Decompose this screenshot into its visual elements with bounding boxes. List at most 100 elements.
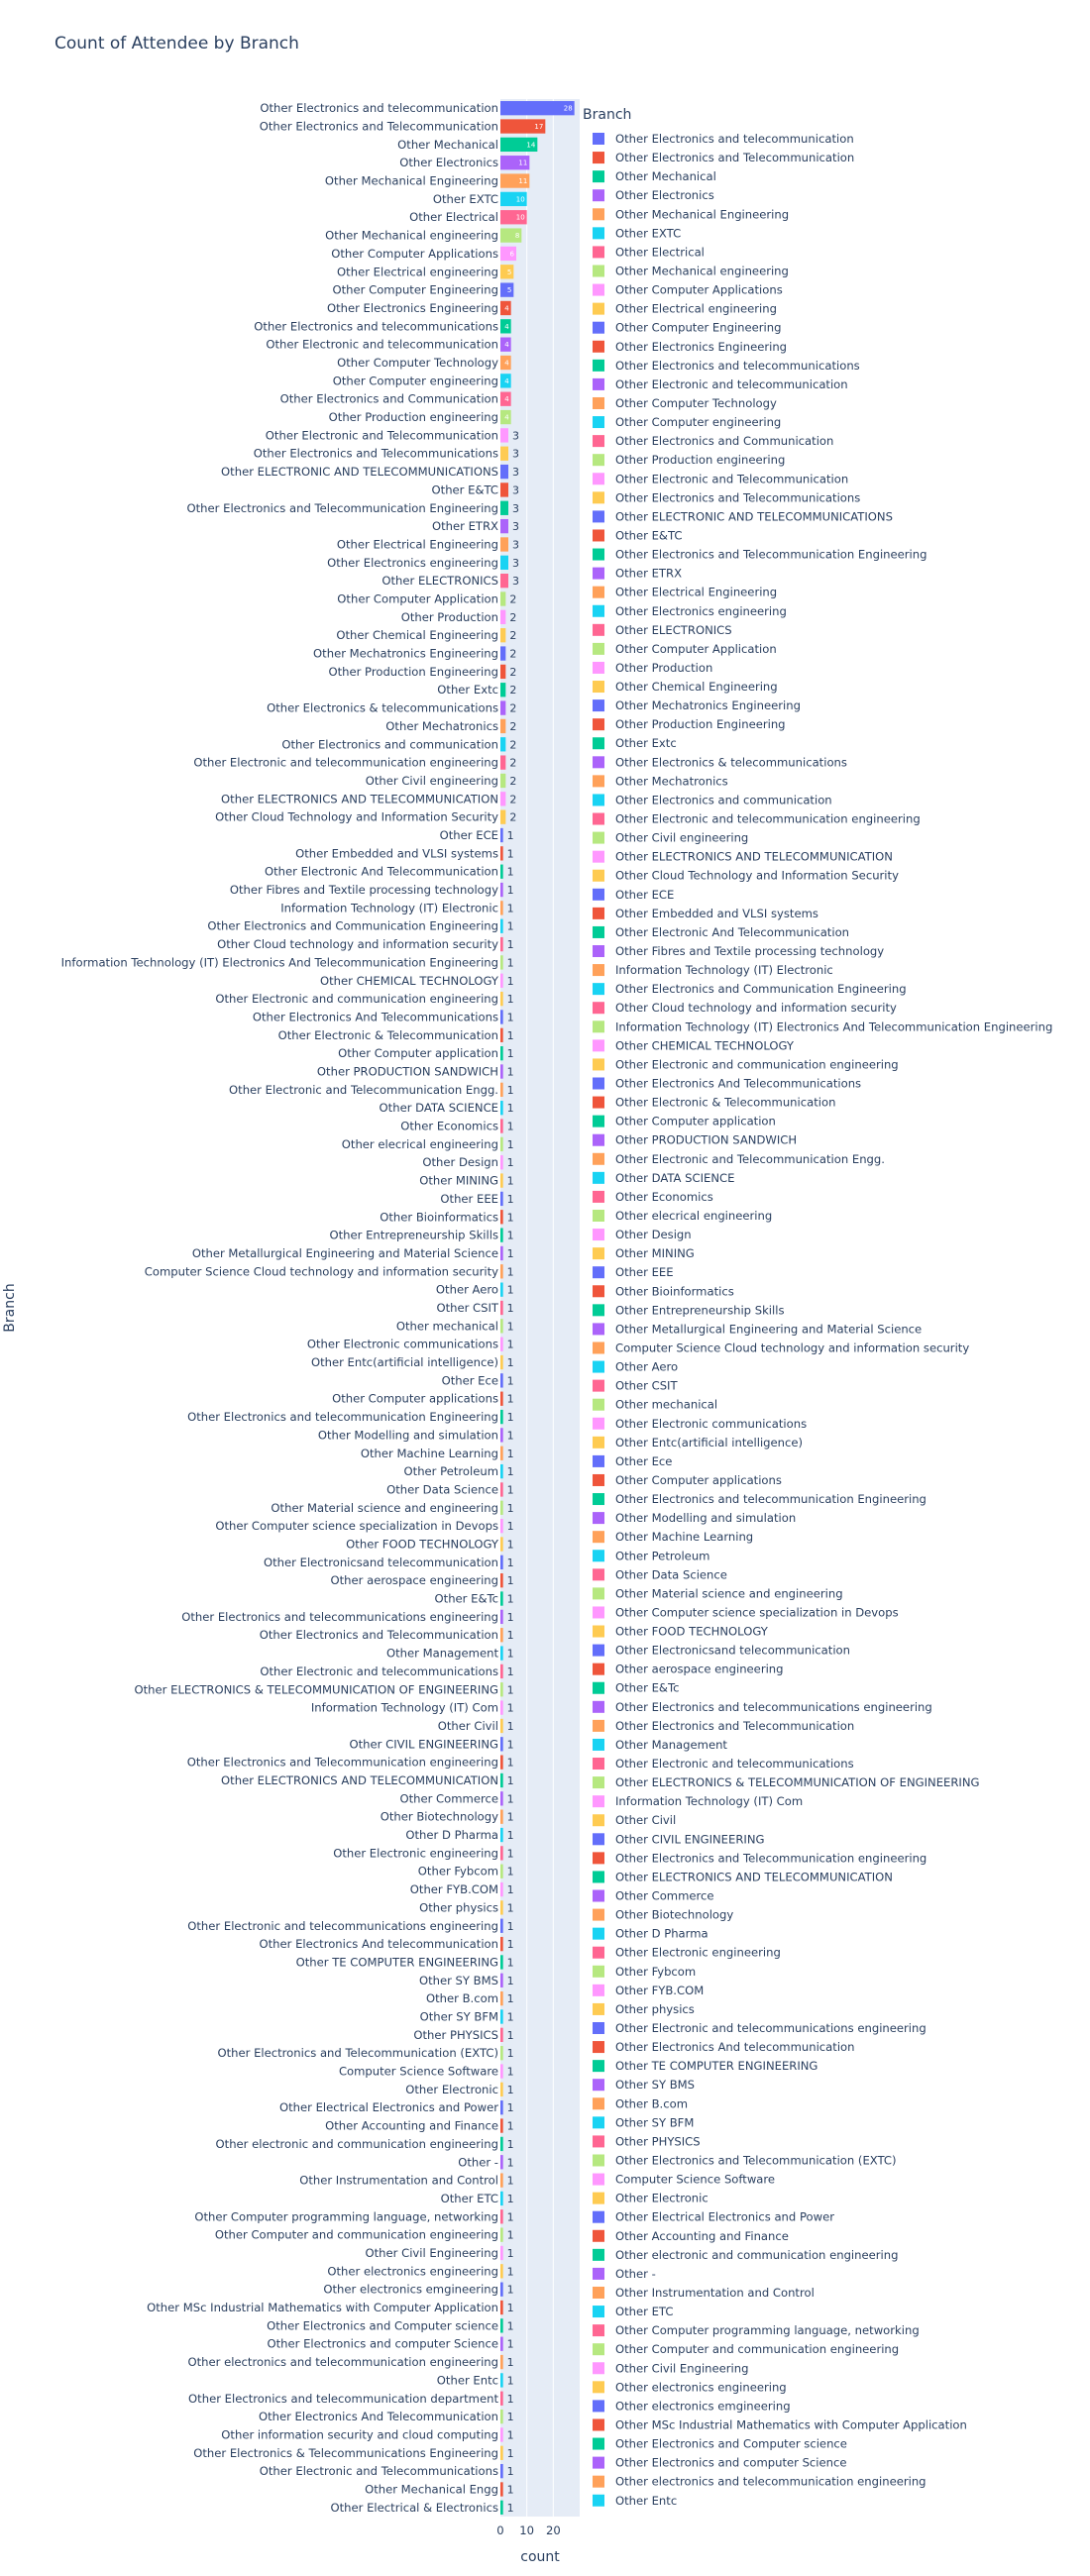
bar[interactable] <box>500 737 506 752</box>
bar[interactable] <box>500 2482 503 2497</box>
legend-item[interactable]: Other mechanical <box>593 1398 717 1412</box>
bar[interactable] <box>500 1319 503 1334</box>
legend-item[interactable]: Other Electrical Engineering <box>593 586 777 599</box>
legend-item[interactable]: Other Electrical Electronics and Power <box>593 2210 834 2224</box>
legend-item[interactable]: Other Material science and engineering <box>593 1586 843 1600</box>
bar[interactable] <box>500 282 514 297</box>
bar[interactable] <box>500 2118 503 2133</box>
bar[interactable] <box>500 918 503 933</box>
bar[interactable] <box>500 1064 503 1079</box>
bar[interactable] <box>500 1463 503 1479</box>
legend-item[interactable]: Other elecrical engineering <box>593 1209 772 1223</box>
bar[interactable] <box>500 2373 503 2388</box>
legend-item[interactable]: Other Entrepreneurship Skills <box>593 1303 785 1317</box>
bar[interactable] <box>500 1027 503 1042</box>
legend-item[interactable]: Other Computer applications <box>593 1473 782 1487</box>
bar[interactable] <box>500 2245 503 2261</box>
bar[interactable] <box>500 300 511 316</box>
bar[interactable] <box>500 1173 503 1188</box>
bar[interactable] <box>500 628 506 643</box>
bar[interactable] <box>500 2445 503 2460</box>
bar[interactable] <box>500 337 511 352</box>
legend-item[interactable]: Other electronics emgineering <box>593 2399 791 2413</box>
bar[interactable] <box>500 1354 503 1370</box>
legend-item[interactable]: Other Chemical Engineering <box>593 680 778 694</box>
bar[interactable] <box>500 119 546 134</box>
bar[interactable] <box>500 1809 503 1824</box>
bar[interactable] <box>500 1682 503 1697</box>
legend-item[interactable]: Other Electronic engineering <box>593 1946 781 1960</box>
bar[interactable] <box>500 1082 503 1098</box>
legend-item[interactable]: Other ELECTRONICS AND TELECOMMUNICATION <box>593 1870 893 1883</box>
legend-item[interactable]: Other Computer application <box>593 1115 776 1128</box>
legend-item[interactable]: Other Electronics and telecommunications <box>593 359 860 373</box>
legend-item[interactable]: Other Electronics and Telecommunications <box>593 490 860 504</box>
legend-item[interactable]: Other Production engineering <box>593 453 785 467</box>
legend-item[interactable]: Other ETC <box>593 2305 673 2318</box>
legend-item[interactable]: Other SY BMS <box>593 2078 695 2092</box>
legend-item[interactable]: Other Computer and communication enginee… <box>593 2342 899 2356</box>
legend-item[interactable]: Other D Pharma <box>593 1927 708 1941</box>
bar[interactable] <box>500 901 503 915</box>
legend-item[interactable]: Other Economics <box>593 1190 713 1204</box>
bar[interactable] <box>500 355 511 371</box>
legend-item[interactable]: Other B.com <box>593 2096 688 2110</box>
legend-item[interactable]: Other FYB.COM <box>593 1984 704 1997</box>
bar[interactable] <box>500 1573 503 1588</box>
bar[interactable] <box>500 2100 503 2115</box>
legend-item[interactable]: Other physics <box>593 2002 695 2016</box>
legend-item[interactable]: Other Extc <box>593 736 677 750</box>
legend-item[interactable]: Other Civil <box>593 1813 676 1827</box>
bar[interactable] <box>500 2354 503 2370</box>
bar[interactable] <box>500 2427 503 2442</box>
legend-item[interactable]: Other MINING <box>593 1246 695 1260</box>
legend-item[interactable]: Other Production <box>593 661 712 675</box>
bar[interactable] <box>500 137 538 153</box>
bar[interactable] <box>500 882 503 898</box>
legend-item[interactable]: Other aerospace engineering <box>593 1663 784 1676</box>
bar[interactable] <box>500 374 511 388</box>
bar[interactable] <box>500 1628 503 1643</box>
bar[interactable] <box>500 191 527 207</box>
legend-item[interactable]: Other Fybcom <box>593 1965 696 1979</box>
legend-item[interactable]: Other Electronics And telecommunication <box>593 2040 855 2054</box>
legend-item[interactable]: Other PHYSICS <box>593 2134 701 2148</box>
bar[interactable] <box>500 2173 503 2188</box>
legend-item[interactable]: Other Electronics and communication <box>593 793 832 806</box>
bar[interactable] <box>500 1136 503 1152</box>
legend-item[interactable]: Other Electronics and Telecommunication <box>593 151 854 164</box>
legend-item[interactable]: Other EXTC <box>593 226 681 240</box>
bar[interactable] <box>500 1119 503 1133</box>
bar[interactable] <box>500 792 506 806</box>
legend-item[interactable]: Other Electronics And Telecommunications <box>593 1077 861 1091</box>
legend-item[interactable]: Other ELECTRONICS <box>593 623 732 637</box>
legend-item[interactable]: Other Civil Engineering <box>593 2361 748 2375</box>
bar[interactable] <box>500 1046 503 1061</box>
bar[interactable] <box>500 1537 503 1552</box>
bar[interactable] <box>500 319 511 334</box>
bar[interactable] <box>500 1791 503 1806</box>
bar[interactable] <box>500 1101 503 1116</box>
bar[interactable] <box>500 518 508 534</box>
bar[interactable] <box>500 2009 503 2024</box>
legend-item[interactable]: Other Mechanical engineering <box>593 264 789 277</box>
legend-item[interactable]: Other Electronic and Telecommunication <box>593 472 848 485</box>
legend-item[interactable]: Other Accounting and Finance <box>593 2229 789 2243</box>
legend-item[interactable]: Other Electronic & Telecommunication <box>593 1096 835 1110</box>
legend-item[interactable]: Other Biotechnology <box>593 1908 733 1922</box>
bar[interactable] <box>500 2500 503 2515</box>
legend-item[interactable]: Other Electronics engineering <box>593 604 787 618</box>
bar[interactable] <box>500 827 503 843</box>
legend-item[interactable]: Other Entc(artificial intelligence) <box>593 1436 803 1449</box>
legend-item[interactable]: Other - <box>593 2267 656 2281</box>
legend-item[interactable]: Other electronic and communication engin… <box>593 2248 898 2262</box>
bar[interactable] <box>500 2155 503 2170</box>
bar[interactable] <box>500 2136 503 2152</box>
bar[interactable] <box>500 1755 503 1770</box>
bar[interactable] <box>500 1391 503 1406</box>
bar[interactable] <box>500 265 514 279</box>
legend-item[interactable]: Other Electronic and telecommunication <box>593 377 848 391</box>
bar[interactable] <box>500 1428 503 1443</box>
legend-item[interactable]: Other Mechatronics <box>593 774 728 788</box>
legend-item[interactable]: Other ETRX <box>593 567 682 581</box>
